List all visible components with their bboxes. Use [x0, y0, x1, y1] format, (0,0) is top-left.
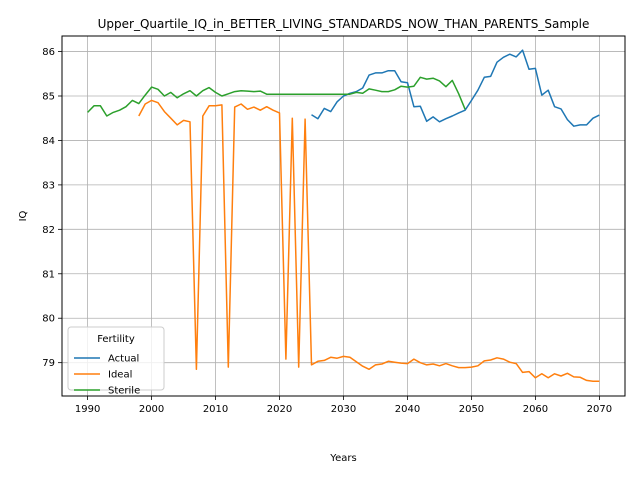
- y-axis: 79 80 81 82 83 84 85 86: [42, 47, 62, 369]
- grid-lines: [62, 36, 625, 396]
- x-tick-label: 2060: [523, 404, 548, 415]
- legend-label-sterile: Sterile: [108, 386, 140, 397]
- legend-label-actual: Actual: [108, 354, 139, 365]
- y-tick-label: 85: [42, 92, 55, 103]
- x-axis: 1990 2000 2010 2020 2030 2040 2050 2060 2070: [75, 396, 612, 415]
- chart-title: Upper_Quartile_IQ_in_BETTER_LIVING_STAND…: [98, 17, 590, 31]
- x-axis-label: Years: [329, 453, 356, 464]
- x-tick-label: 2070: [587, 404, 612, 415]
- x-tick-label: 2010: [203, 404, 228, 415]
- series-layer: [87, 49, 600, 383]
- y-tick-label: 81: [42, 269, 55, 280]
- series-line-sterile: [87, 76, 466, 117]
- y-tick-label: 86: [42, 47, 55, 58]
- x-tick-label: 2000: [139, 404, 164, 415]
- series-line-actual: [311, 49, 600, 127]
- y-tick-label: 83: [42, 180, 55, 191]
- x-tick-label: 2030: [331, 404, 356, 415]
- series-line-ideal: [138, 99, 600, 383]
- x-tick-label: 2020: [267, 404, 292, 415]
- y-tick-label: 84: [42, 136, 55, 147]
- y-tick-label: 82: [42, 225, 55, 236]
- y-axis-label: IQ: [18, 210, 29, 221]
- x-tick-label: 1990: [75, 404, 100, 415]
- legend: Fertility Actual Ideal Sterile: [67, 326, 165, 397]
- x-tick-label: 2040: [395, 404, 420, 415]
- y-tick-label: 80: [42, 314, 55, 325]
- legend-label-ideal: Ideal: [108, 370, 132, 381]
- y-tick-label: 79: [42, 358, 55, 369]
- legend-title: Fertility: [97, 334, 135, 345]
- x-tick-label: 2050: [459, 404, 484, 415]
